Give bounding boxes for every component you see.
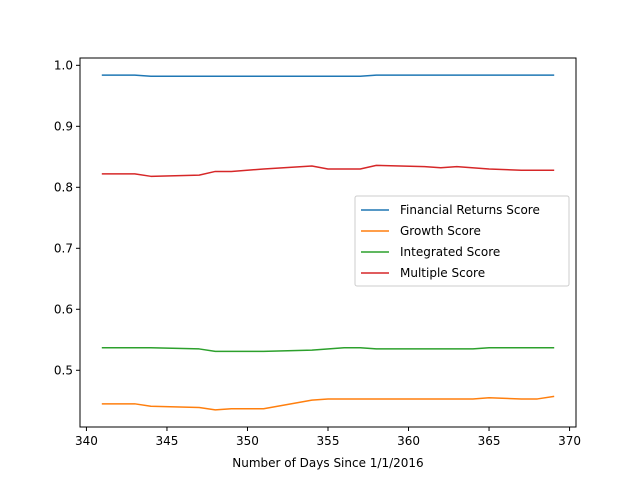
y-tick-label: 1.0 (54, 58, 73, 72)
y-tick-label: 0.7 (54, 241, 73, 255)
legend-label: Growth Score (400, 224, 481, 238)
y-tick-label: 0.6 (54, 302, 73, 316)
legend-label: Multiple Score (400, 266, 485, 280)
series-line-growth-score (101, 395, 555, 411)
x-tick-label: 360 (397, 434, 420, 448)
y-tick-label: 0.9 (54, 119, 73, 133)
y-axis-ticks: 0.5 0.6 0.7 0.8 0.9 1.0 (54, 58, 80, 377)
x-tick-label: 345 (156, 434, 179, 448)
legend: Financial Returns Score Growth Score Integ… (354, 195, 570, 287)
x-axis-ticks: 340 345 350 355 360 365 370 (75, 427, 581, 448)
series-line-integrated-score (101, 346, 555, 353)
legend-entries: Financial Returns Score Growth Score Integ… (361, 203, 540, 280)
x-tick-label: 365 (478, 434, 501, 448)
x-tick-label: 340 (75, 434, 98, 448)
x-tick-label: 355 (317, 434, 340, 448)
y-tick-label: 0.5 (54, 363, 73, 377)
legend-box (354, 195, 570, 287)
x-tick-label: 350 (236, 434, 259, 448)
y-tick-label: 0.8 (54, 180, 73, 194)
legend-label: Integrated Score (400, 245, 500, 259)
series-line-financial-returns-score (101, 74, 555, 78)
legend-label: Financial Returns Score (400, 203, 540, 217)
plot-lines (101, 74, 555, 411)
series-line-multiple-score (101, 164, 555, 178)
x-axis-label: Number of Days Since 1/1/2016 (232, 456, 423, 470)
x-tick-label: 370 (558, 434, 581, 448)
